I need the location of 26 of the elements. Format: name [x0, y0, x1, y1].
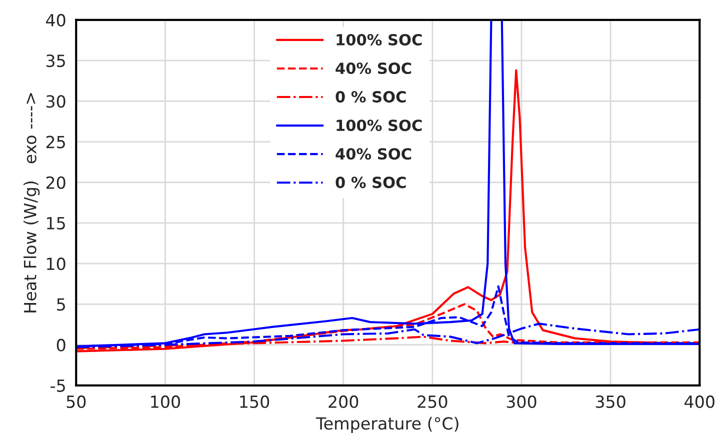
y-tick-label: 5 — [57, 298, 65, 311]
legend-label: 0 % SOC — [336, 91, 406, 103]
y-tick-label: 10 — [47, 258, 66, 270]
legend-label: 0 % SOC — [336, 176, 406, 188]
y-tick-label: 30 — [46, 95, 66, 108]
x-tick-label: 50 — [66, 395, 86, 408]
y-tick-label: 25 — [46, 136, 65, 148]
legend-label: 100% SOC — [336, 120, 422, 132]
x-tick-label: 150 — [240, 395, 270, 408]
legend-label: 100% SOC — [336, 34, 422, 46]
y-tick-label: 35 — [46, 54, 65, 68]
x-tick-label: 350 — [596, 395, 626, 408]
x-tick-label: 300 — [506, 395, 536, 408]
x-axis-title: Temperature (°C) — [316, 416, 458, 433]
y-tick-label: 15 — [47, 217, 65, 230]
legend-label: 40% SOC — [336, 148, 412, 160]
y-tick-label: 20 — [46, 176, 66, 189]
x-tick-label: 200 — [328, 395, 358, 408]
y-axis-title: Heat Flow (W/g) exo ----> — [24, 93, 40, 312]
legend-label: 40% SOC — [336, 62, 412, 74]
x-tick-label: 100 — [151, 395, 180, 408]
y-tick-label: 0 — [56, 338, 66, 352]
x-tick-label: 250 — [418, 395, 448, 408]
x-tick-label: 400 — [684, 395, 714, 408]
y-tick-label: -5 — [50, 380, 65, 392]
y-tick-label: 40 — [46, 14, 66, 27]
